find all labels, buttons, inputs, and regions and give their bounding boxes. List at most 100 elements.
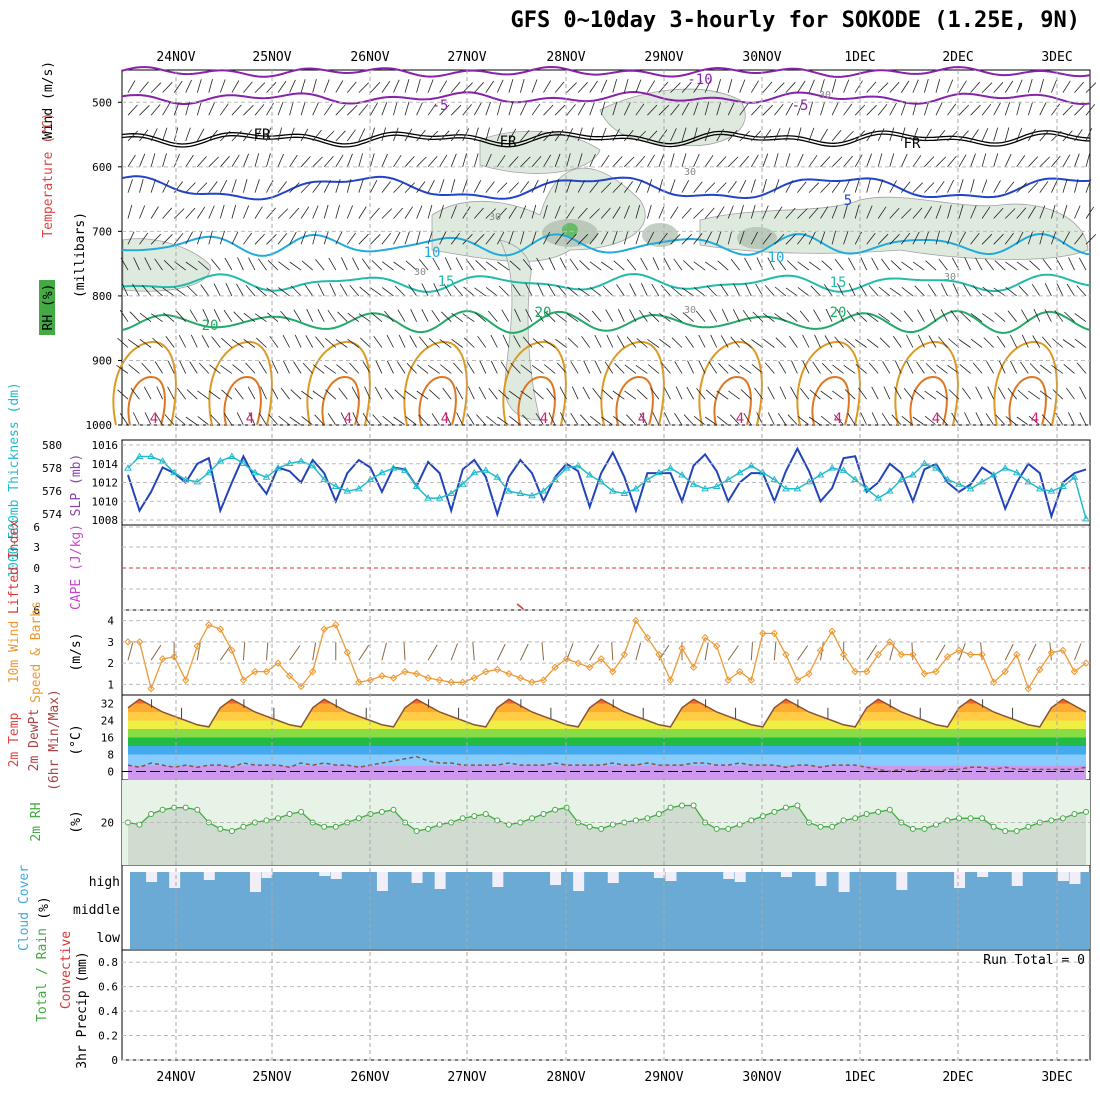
wind-barb xyxy=(290,389,302,400)
wind-barb xyxy=(335,231,343,245)
wind-speed-point xyxy=(793,676,802,684)
wind-barb xyxy=(325,337,337,348)
wind-barb xyxy=(981,233,993,245)
wind-barb xyxy=(687,360,694,374)
wind-speed-point xyxy=(955,646,963,655)
wind-speed-point xyxy=(851,667,859,676)
wind-barb xyxy=(693,208,704,219)
wind-speed-point xyxy=(262,667,271,676)
wind-barb xyxy=(709,309,718,322)
wind-barb xyxy=(433,283,440,297)
rh2m-point xyxy=(713,825,720,832)
wind-barb xyxy=(730,414,740,426)
wind-barb xyxy=(258,361,267,374)
wind-barb xyxy=(570,412,579,426)
wind-barb xyxy=(266,207,277,219)
wind-barb xyxy=(594,334,602,348)
thickness-point xyxy=(597,477,606,485)
rh2m-point xyxy=(194,806,201,813)
cloud-gap xyxy=(607,872,619,883)
wind-barb xyxy=(636,338,648,348)
wind-barb xyxy=(416,390,429,400)
cloud-gap xyxy=(411,872,423,883)
wind-tick: 1 xyxy=(107,678,114,691)
rh2m-point xyxy=(413,828,420,834)
wind-barb xyxy=(834,336,844,348)
wind-barb xyxy=(1044,309,1052,322)
wind-barb xyxy=(393,154,402,168)
wind-barb xyxy=(404,182,415,193)
wind-barb xyxy=(358,313,371,323)
wind-barb xyxy=(277,233,288,245)
wind-barb xyxy=(393,101,398,116)
wind-barb xyxy=(1016,416,1029,426)
wind-barb xyxy=(141,362,152,374)
wind-barb xyxy=(266,82,277,93)
rh2m-point xyxy=(390,806,397,813)
wind-barb xyxy=(623,230,629,245)
wind-barb xyxy=(1016,101,1021,116)
wind-barb xyxy=(150,128,158,142)
wind-barb xyxy=(121,283,129,297)
wind-barb xyxy=(693,415,706,426)
wind-barb xyxy=(219,180,228,193)
wind-barb xyxy=(347,104,358,116)
wind-barb xyxy=(370,153,375,167)
wind-barb xyxy=(928,335,937,348)
wind-barb xyxy=(176,310,187,322)
wind-barb xyxy=(1085,128,1093,142)
rh2m-point xyxy=(1013,828,1020,834)
ylabel-rh: RH (%) xyxy=(41,284,56,331)
thickness-point xyxy=(747,461,756,469)
wind-barb-10m xyxy=(1049,642,1052,661)
wind-barb xyxy=(877,233,889,245)
date-label-top: 1DEC xyxy=(844,50,875,65)
wind-barb xyxy=(248,412,256,426)
wind-barb xyxy=(577,82,588,93)
wind-barb xyxy=(947,204,952,219)
wind-barb xyxy=(704,182,716,193)
wind-barb xyxy=(485,287,498,297)
wind-barb xyxy=(346,178,352,193)
wind-barb xyxy=(416,129,426,142)
wind-barb xyxy=(393,416,406,426)
wind-barb xyxy=(220,130,231,142)
wind-barb xyxy=(277,153,284,167)
cloud-gap xyxy=(573,872,585,891)
wind-barb xyxy=(670,153,675,167)
wind-speed-point xyxy=(135,638,144,646)
wind-barb xyxy=(786,312,798,323)
wind-barb xyxy=(502,334,510,348)
wind-barb xyxy=(696,387,706,400)
wind-barb xyxy=(778,361,787,374)
wind-barb xyxy=(462,82,473,93)
cloud-level-low: low xyxy=(97,931,121,946)
thickness-point xyxy=(1001,464,1010,471)
wind-barb xyxy=(947,155,957,168)
wind-barb xyxy=(935,156,947,168)
thickness-point xyxy=(932,464,940,471)
wind-barb xyxy=(335,339,348,348)
wind-barb xyxy=(231,130,242,142)
thickness-point xyxy=(943,475,952,483)
wind-barb xyxy=(685,335,694,348)
wind-barb xyxy=(176,387,187,400)
thickness-point xyxy=(181,475,190,483)
thickness-point xyxy=(204,468,213,476)
wind-barb xyxy=(589,232,599,245)
wind-barb xyxy=(604,361,614,374)
wind-speed-line xyxy=(128,619,1087,691)
wind-barb-10m xyxy=(1027,643,1037,661)
wind-barb xyxy=(323,130,335,142)
wind-barb xyxy=(453,284,464,297)
wind-barb-10m xyxy=(519,643,529,661)
wind-barb xyxy=(475,260,487,271)
wind-barb xyxy=(416,364,429,374)
wind-barb xyxy=(154,258,163,271)
wind-barb xyxy=(1068,412,1075,426)
wind-barb xyxy=(266,102,274,116)
wind-barb xyxy=(234,387,244,400)
wind-barb xyxy=(993,180,1001,193)
wind-barb xyxy=(162,234,173,245)
wind-barb xyxy=(639,310,648,322)
